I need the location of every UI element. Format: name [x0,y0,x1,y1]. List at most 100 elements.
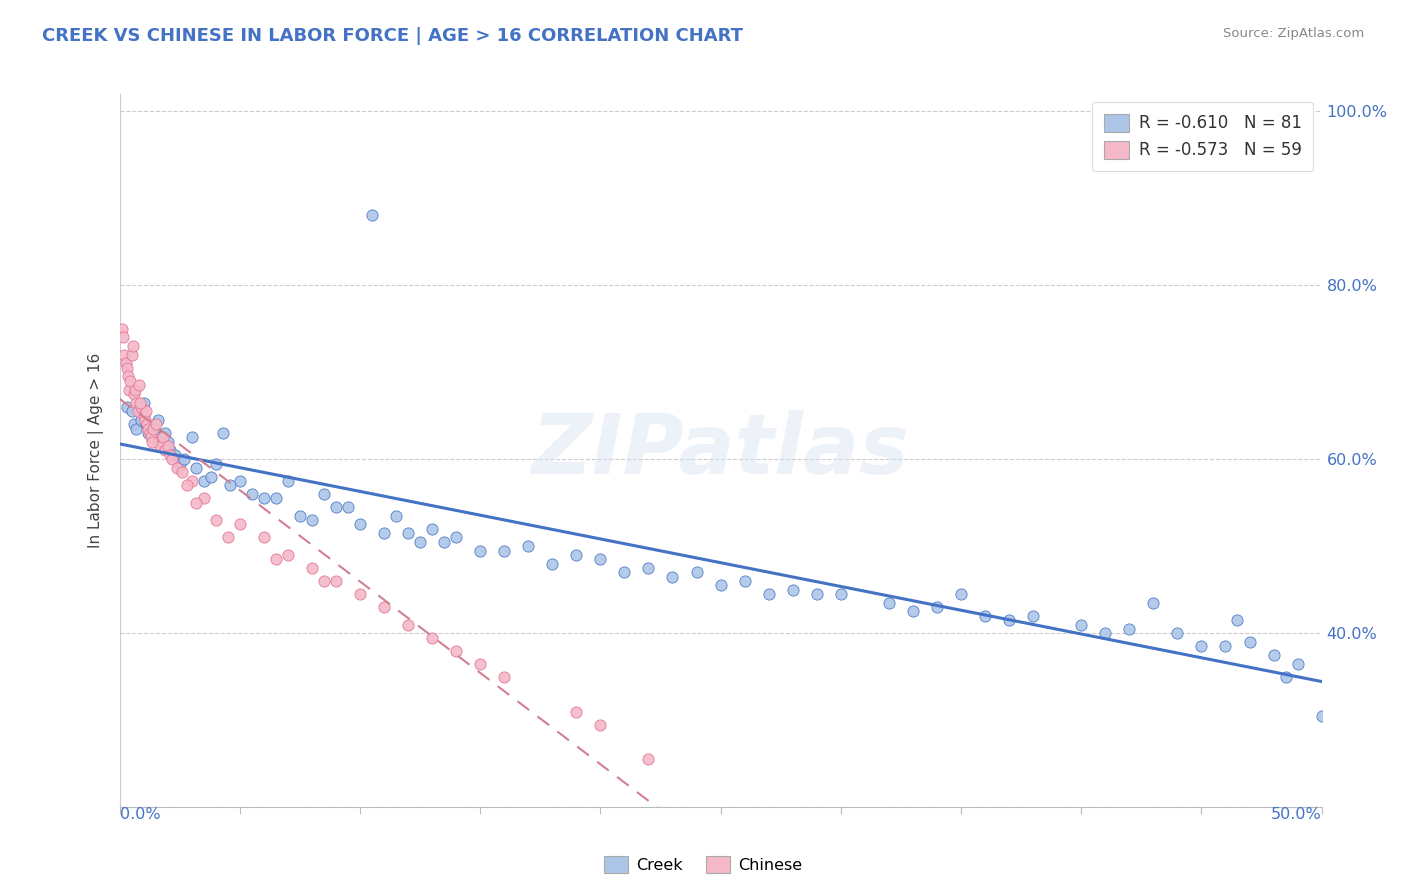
Point [142,430,165,444]
Point [125,395,148,409]
Point [468,543,492,558]
Point [373,600,395,615]
Text: CREEK VS CHINESE IN LABOR FORCE | AGE > 16 CORRELATION CHART: CREEK VS CHINESE IN LABOR FORCE | AGE > … [42,27,744,45]
Point [420,631,443,645]
Point [336,500,359,514]
Point [277,474,299,488]
Point [974,608,997,623]
Point [1215,640,1237,654]
Point [782,582,804,597]
Point [142,422,165,436]
Point [240,487,263,501]
Point [139,430,162,444]
Point [162,452,184,467]
Point [1239,635,1261,649]
Point [998,613,1021,627]
Text: ZIPatlas: ZIPatlas [531,410,910,491]
Point [830,587,852,601]
Point [173,452,195,467]
Point [166,461,188,475]
Point [152,430,174,444]
Point [253,531,276,545]
Point [153,443,176,458]
Point [685,566,707,580]
Point [145,417,167,432]
Point [1263,648,1285,662]
Point [433,534,456,549]
Point [145,425,167,440]
Point [180,474,202,488]
Point [136,417,159,432]
Point [1022,608,1045,623]
Point [122,387,145,401]
Point [112,330,135,344]
Point [541,557,564,571]
Point [156,439,179,453]
Point [186,461,208,475]
Point [129,395,152,409]
Point [121,339,143,353]
Point [494,543,516,558]
Point [138,425,160,440]
Point [589,552,612,566]
Point [420,522,443,536]
Point [114,356,136,370]
Point [325,574,347,588]
Point [141,434,163,449]
Point [128,378,150,392]
Text: 0.0%: 0.0% [120,807,160,822]
Point [349,517,371,532]
Point [169,457,191,471]
Point [146,434,169,449]
Point [193,474,215,488]
Point [127,404,149,418]
Point [122,417,145,432]
Point [193,491,215,506]
Point [661,569,683,583]
Point [396,526,419,541]
Point [734,574,756,588]
Point [153,425,176,440]
Point [468,657,492,671]
Point [613,566,636,580]
Point [901,604,924,618]
Point [135,404,157,418]
Point [115,360,138,375]
Point [312,574,335,588]
Point [204,513,226,527]
Point [758,587,780,601]
Point [125,422,148,436]
Point [149,439,172,453]
Point [444,643,467,657]
Point [877,596,900,610]
Point [146,413,169,427]
Point [277,548,299,562]
Point [219,478,242,492]
Point [264,491,287,506]
Point [1274,670,1296,684]
Point [517,539,540,553]
Point [444,531,467,545]
Point [134,413,156,427]
Text: Source: ZipAtlas.com: Source: ZipAtlas.com [1223,27,1364,40]
Point [204,457,226,471]
Point [217,531,239,545]
Point [132,409,155,423]
Point [301,561,323,575]
Point [129,400,152,414]
Point [212,425,235,440]
Point [163,448,186,462]
Point [637,561,659,575]
Point [156,434,179,449]
Point [385,508,408,523]
Point [159,448,181,462]
Point [709,578,731,592]
Point [1189,640,1212,654]
Point [138,422,160,436]
Point [200,469,222,483]
Point [494,670,516,684]
Point [228,517,250,532]
Point [121,348,143,362]
Point [288,508,311,523]
Point [117,369,139,384]
